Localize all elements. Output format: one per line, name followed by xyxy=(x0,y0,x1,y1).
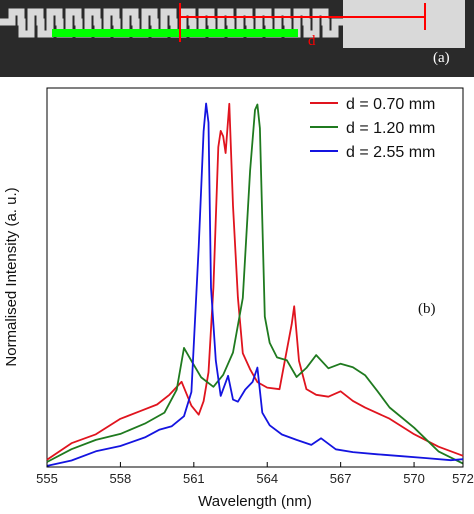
x-tick-label-5: 570 xyxy=(403,471,425,486)
distance-marker-label: d xyxy=(308,33,316,49)
waveguide-pad xyxy=(343,0,465,48)
x-axis-label: Wavelength (nm) xyxy=(198,493,312,510)
series-line-2 xyxy=(46,102,464,467)
panel-b-label: (b) xyxy=(418,301,436,317)
tick-layer: 555 558 561 564 567 570 572 xyxy=(36,462,474,486)
y-axis-label: Normalised Intensity (a. u.) xyxy=(3,187,20,366)
x-tick-label-2: 561 xyxy=(183,471,205,486)
legend: d = 0.70 mm d = 1.20 mm d = 2.55 mm xyxy=(310,96,435,161)
x-tick-label-0: 555 xyxy=(36,471,58,486)
legend-label-2: d = 2.55 mm xyxy=(346,144,435,161)
panel-a-label: (a) xyxy=(433,50,450,66)
series-line-1 xyxy=(46,103,464,465)
series-layer xyxy=(46,102,464,467)
x-tick-label-1: 558 xyxy=(110,471,132,486)
x-tick-label-3: 564 xyxy=(256,471,278,486)
series-line-0 xyxy=(46,102,464,461)
micrograph-panel: d (a) xyxy=(0,0,474,77)
plot-area-frame xyxy=(46,87,464,468)
spectrum-chart: 555 558 561 564 567 570 572 Wavelength (nm) No… xyxy=(3,87,474,510)
green-bar-marker xyxy=(52,29,298,37)
x-tick-label-4: 567 xyxy=(330,471,352,486)
legend-label-1: d = 1.20 mm xyxy=(346,120,435,137)
legend-label-0: d = 0.70 mm xyxy=(346,96,435,113)
x-tick-label-6: 572 xyxy=(452,471,474,486)
